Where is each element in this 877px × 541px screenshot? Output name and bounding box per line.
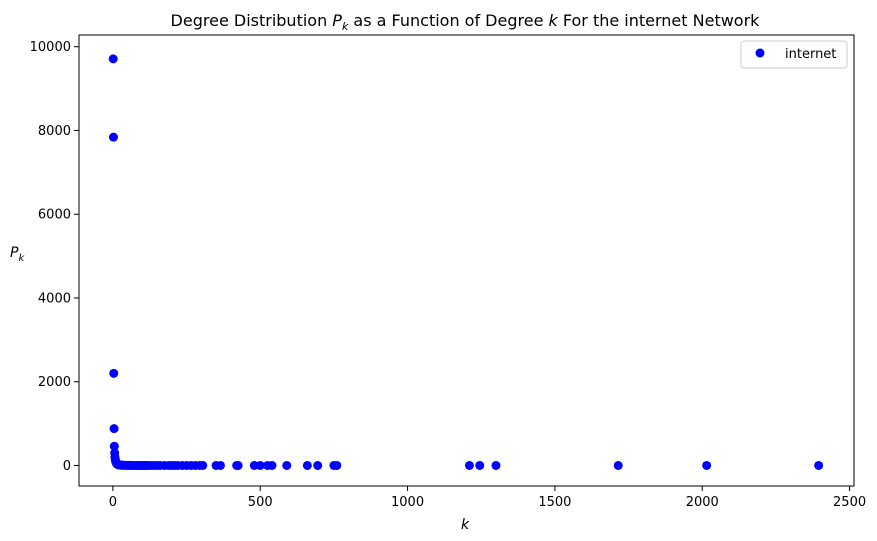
x-tick-label: 2500 xyxy=(833,495,866,510)
x-tick-label: 500 xyxy=(248,495,273,510)
legend-marker xyxy=(755,48,765,58)
data-point xyxy=(255,460,265,470)
data-point xyxy=(109,368,119,378)
x-tick-label: 1000 xyxy=(391,495,424,510)
data-point xyxy=(491,460,501,470)
plot-frame xyxy=(78,34,855,487)
y-tick-label: 10000 xyxy=(30,40,71,55)
data-point xyxy=(302,460,312,470)
data-point xyxy=(108,54,118,64)
y-tick-label: 0 xyxy=(63,459,71,474)
data-point xyxy=(108,132,118,142)
legend-label: internet xyxy=(785,47,836,62)
y-tick-label: 6000 xyxy=(38,208,71,223)
data-point xyxy=(313,460,323,470)
y-axis-label: Pk xyxy=(10,245,25,264)
x-axis-label: k xyxy=(461,517,470,533)
data-point xyxy=(109,424,119,434)
data-point xyxy=(814,460,824,470)
chart-title: Degree Distribution Pk as a Function of … xyxy=(171,11,761,33)
data-point xyxy=(702,460,712,470)
data-point xyxy=(332,460,342,470)
x-tick-label: 0 xyxy=(109,495,117,510)
legend: internet xyxy=(740,40,848,69)
x-tick-label: 1500 xyxy=(538,495,571,510)
data-point xyxy=(464,460,474,470)
data-point xyxy=(475,460,485,470)
y-tick-label: 2000 xyxy=(38,375,71,390)
data-point xyxy=(282,460,292,470)
y-tick-label: 8000 xyxy=(38,124,71,139)
legend-box xyxy=(740,40,848,69)
data-point xyxy=(267,460,277,470)
data-point xyxy=(198,460,208,470)
data-point xyxy=(233,460,243,470)
data-point xyxy=(109,441,119,451)
y-tick-label: 4000 xyxy=(38,291,71,306)
data-point xyxy=(215,460,225,470)
x-tick-label: 2000 xyxy=(686,495,719,510)
data-point xyxy=(613,460,623,470)
